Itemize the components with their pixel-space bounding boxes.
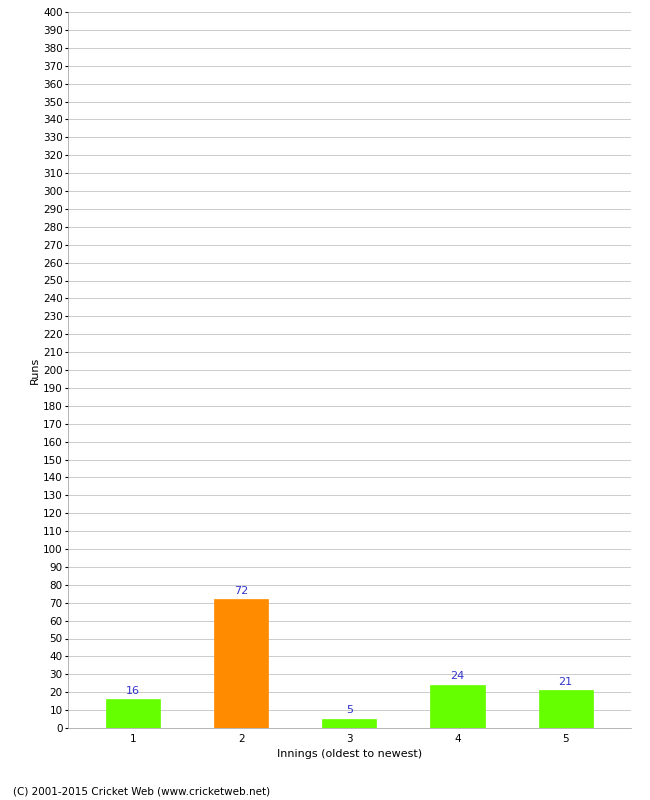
Bar xyxy=(214,599,268,728)
Text: (C) 2001-2015 Cricket Web (www.cricketweb.net): (C) 2001-2015 Cricket Web (www.cricketwe… xyxy=(13,786,270,796)
Bar xyxy=(106,699,160,728)
Text: 16: 16 xyxy=(126,686,140,696)
X-axis label: Innings (oldest to newest): Innings (oldest to newest) xyxy=(277,749,422,759)
Bar xyxy=(322,719,376,728)
Text: 24: 24 xyxy=(450,671,465,682)
Text: 72: 72 xyxy=(234,586,248,595)
Bar xyxy=(430,685,484,728)
Y-axis label: Runs: Runs xyxy=(30,356,40,384)
Text: 21: 21 xyxy=(558,677,573,687)
Bar xyxy=(539,690,593,728)
Text: 5: 5 xyxy=(346,706,353,715)
